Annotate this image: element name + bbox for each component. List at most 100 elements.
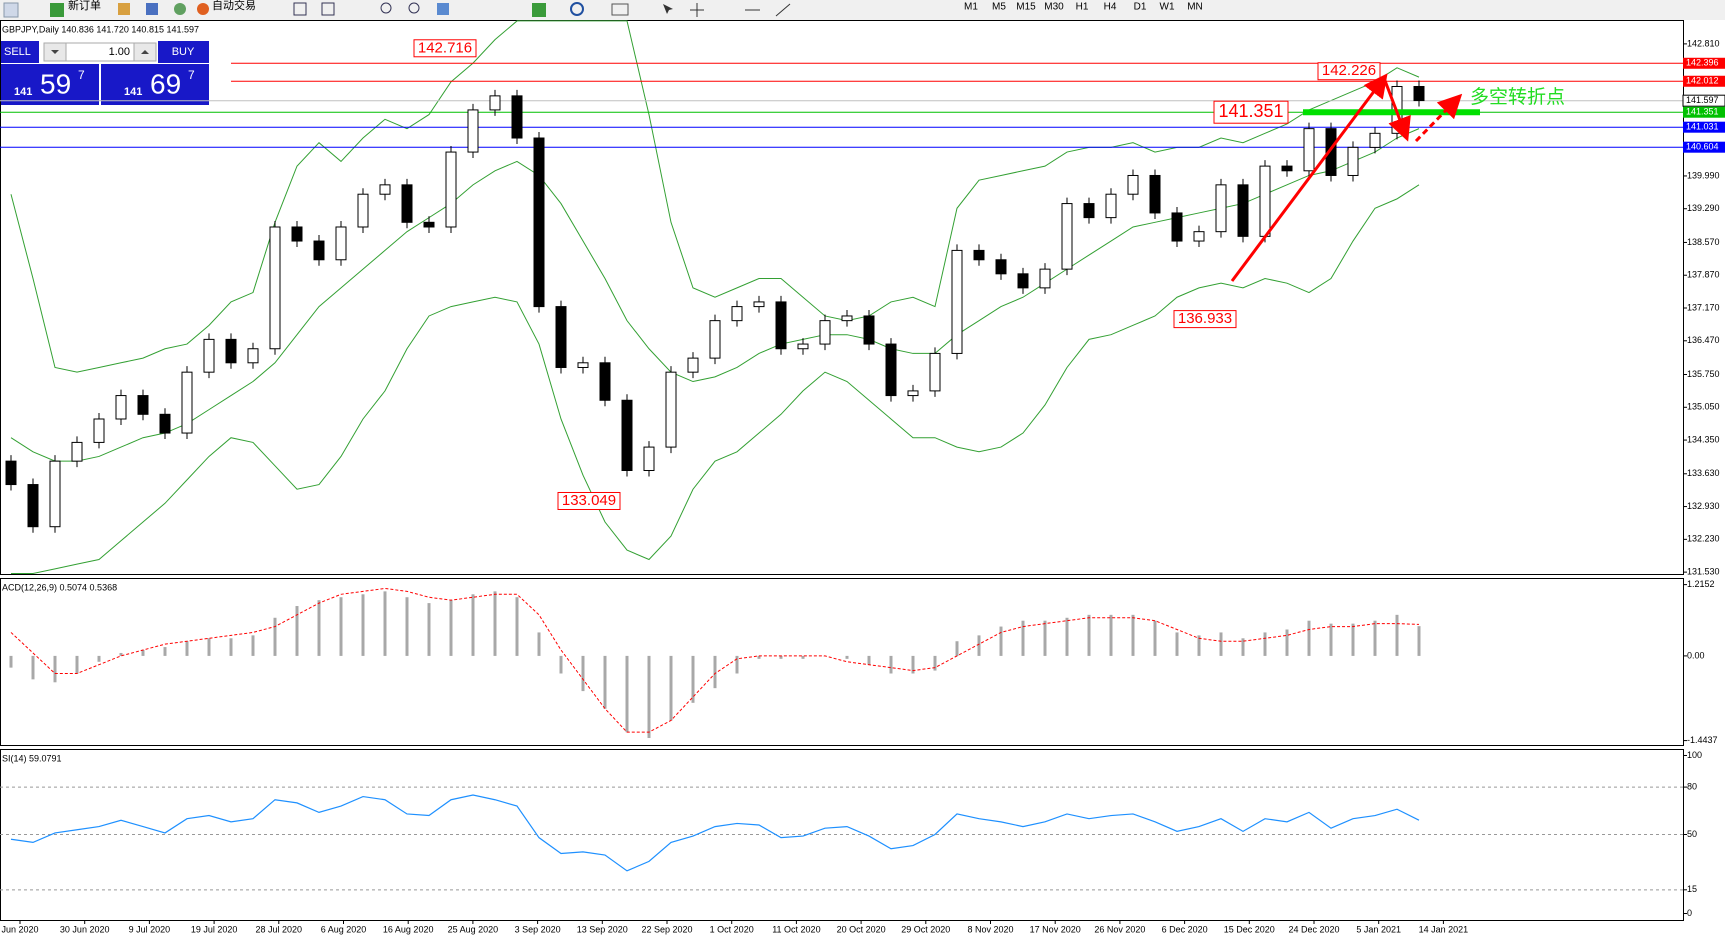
annotation: 多空转折点 bbox=[1470, 86, 1565, 108]
buy-pip: 7 bbox=[188, 68, 195, 82]
trend-icon[interactable] bbox=[775, 3, 791, 17]
sell-button[interactable] bbox=[0, 41, 39, 63]
candle bbox=[1171, 212, 1183, 242]
macd-bar bbox=[493, 591, 497, 656]
toolbar-icons: 新订单 自动交易 bbox=[3, 0, 791, 18]
y-tick-label: 139.990 bbox=[1687, 170, 1720, 180]
macd-bar bbox=[141, 650, 145, 656]
indicator-title: SI(14) 59.0791 bbox=[2, 753, 62, 763]
icon[interactable] bbox=[380, 2, 392, 14]
macd-bar bbox=[713, 655, 717, 689]
candle bbox=[1149, 174, 1161, 214]
icon[interactable] bbox=[118, 3, 130, 15]
macd-bar bbox=[1065, 617, 1069, 656]
icon[interactable] bbox=[408, 2, 420, 14]
macd-bar bbox=[251, 635, 255, 656]
macd-bar bbox=[603, 655, 607, 709]
x-tick-label: 15 Dec 2020 bbox=[1224, 924, 1275, 934]
sell-label[interactable]: SELL bbox=[4, 46, 31, 58]
candle bbox=[335, 226, 347, 261]
macd-bar bbox=[1175, 632, 1179, 656]
y-tick-label: 15 bbox=[1687, 884, 1697, 894]
timeframe[interactable]: M30 bbox=[1044, 2, 1064, 13]
candle bbox=[599, 362, 611, 401]
timeframe[interactable]: M1 bbox=[964, 2, 978, 13]
macd-bar bbox=[911, 655, 915, 674]
macd-bar bbox=[229, 638, 233, 656]
candle bbox=[115, 395, 127, 420]
price-label-box bbox=[557, 491, 621, 510]
icon[interactable] bbox=[321, 2, 335, 16]
cursor-icon[interactable] bbox=[663, 4, 673, 14]
timeframe[interactable]: H4 bbox=[1104, 2, 1117, 13]
candle bbox=[269, 226, 281, 350]
panel-frame bbox=[0, 578, 1684, 746]
price-label-box bbox=[413, 39, 477, 58]
macd-bar bbox=[405, 597, 409, 656]
candle bbox=[489, 95, 501, 111]
candle bbox=[1083, 203, 1095, 219]
price-tag bbox=[1683, 75, 1725, 87]
buy-label[interactable]: BUY bbox=[172, 46, 195, 58]
bollinger-band bbox=[10, 128, 1420, 462]
signal-line bbox=[10, 587, 1420, 733]
macd-bar bbox=[889, 655, 893, 674]
candle bbox=[511, 95, 523, 139]
macd-bar bbox=[295, 606, 299, 656]
sell-price[interactable] bbox=[0, 64, 99, 105]
macd-bar bbox=[97, 655, 101, 662]
candle bbox=[137, 395, 149, 415]
candle bbox=[1017, 273, 1029, 289]
y-tick-label: 137.170 bbox=[1687, 302, 1720, 312]
x-tick-label: 30 Jun 2020 bbox=[60, 924, 110, 934]
timeframe[interactable]: W1 bbox=[1160, 2, 1175, 13]
y-tick-label: 139.290 bbox=[1687, 203, 1720, 213]
auto-trade[interactable]: 自动交易 bbox=[212, 0, 256, 12]
price-label: 141.351 bbox=[1218, 101, 1283, 121]
price-tag bbox=[1683, 106, 1725, 118]
candle bbox=[445, 151, 457, 228]
icon[interactable] bbox=[437, 3, 449, 15]
icon[interactable] bbox=[197, 3, 209, 15]
timeframe[interactable]: MN bbox=[1187, 2, 1203, 13]
x-tick-label: 16 Aug 2020 bbox=[383, 924, 434, 934]
icon[interactable] bbox=[611, 3, 629, 16]
y-tick-label: 136.470 bbox=[1687, 335, 1720, 345]
icon[interactable] bbox=[50, 3, 64, 17]
macd-bar bbox=[1109, 614, 1113, 656]
macd-bar bbox=[1395, 614, 1399, 656]
icon[interactable] bbox=[532, 3, 546, 17]
icon[interactable] bbox=[293, 2, 307, 16]
icon[interactable] bbox=[570, 2, 584, 16]
price-label-box bbox=[1213, 100, 1289, 124]
price-tag bbox=[1683, 121, 1725, 133]
macd-bar bbox=[735, 655, 739, 674]
candle bbox=[665, 371, 677, 448]
timeframe[interactable]: H1 bbox=[1076, 2, 1089, 13]
candle bbox=[1193, 231, 1205, 242]
x-tick-label: 8 Nov 2020 bbox=[967, 924, 1013, 934]
indicator-title: ACD(12,26,9) 0.5074 0.5368 bbox=[2, 582, 117, 592]
macd-bar bbox=[955, 641, 959, 656]
macd-bar bbox=[163, 647, 167, 656]
y-tick-label: 132.930 bbox=[1687, 501, 1720, 511]
timeframe[interactable]: M5 bbox=[992, 2, 1006, 13]
price-tag-label: 141.031 bbox=[1686, 122, 1719, 132]
buy-button[interactable] bbox=[158, 41, 209, 63]
macd-bar bbox=[1219, 632, 1223, 656]
macd-bar bbox=[845, 655, 849, 659]
new-order[interactable]: 新订单 bbox=[68, 0, 101, 12]
x-tick-label: 1 Oct 2020 bbox=[710, 924, 754, 934]
icon[interactable] bbox=[174, 3, 186, 15]
timeframe[interactable]: D1 bbox=[1134, 2, 1147, 13]
macd-bar bbox=[1043, 620, 1047, 656]
icon[interactable] bbox=[3, 2, 19, 18]
price-tag-label: 141.351 bbox=[1686, 107, 1719, 117]
candle bbox=[885, 343, 897, 397]
icon[interactable] bbox=[146, 3, 158, 15]
candle bbox=[621, 399, 633, 472]
buy-price[interactable] bbox=[101, 64, 209, 105]
lot-value[interactable]: 1.00 bbox=[109, 46, 130, 58]
timeframe[interactable]: M15 bbox=[1016, 2, 1036, 13]
